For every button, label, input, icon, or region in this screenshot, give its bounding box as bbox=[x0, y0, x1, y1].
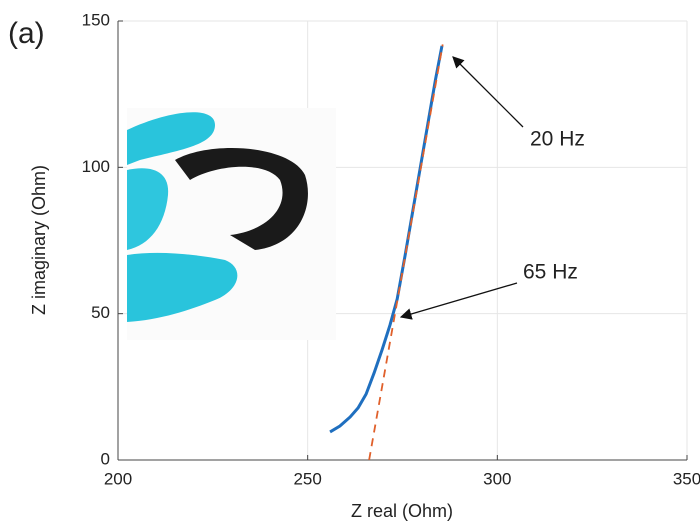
data-line bbox=[368, 44, 444, 461]
data-line bbox=[329, 45, 444, 434]
annotation-arrow bbox=[399, 282, 518, 320]
x-tick-label: 250 bbox=[293, 469, 321, 488]
y-axis-label: Z imaginary (Ohm) bbox=[29, 165, 49, 315]
x-tick-label: 350 bbox=[673, 469, 700, 488]
x-tick-label: 200 bbox=[104, 469, 132, 488]
y-tick-label: 50 bbox=[91, 303, 110, 322]
annotation-arrow bbox=[452, 56, 524, 128]
y-tick-label: 150 bbox=[82, 10, 110, 29]
y-tick-label: 100 bbox=[82, 157, 110, 176]
inset-photo bbox=[127, 108, 336, 340]
panel-label: (a) bbox=[8, 17, 45, 50]
x-tick-label: 300 bbox=[483, 469, 511, 488]
annotation: 20 Hz bbox=[530, 128, 585, 151]
x-axis-label: Z real (Ohm) bbox=[351, 501, 453, 521]
annotation: 65 Hz bbox=[523, 261, 578, 284]
y-tick-label: 0 bbox=[101, 449, 110, 468]
